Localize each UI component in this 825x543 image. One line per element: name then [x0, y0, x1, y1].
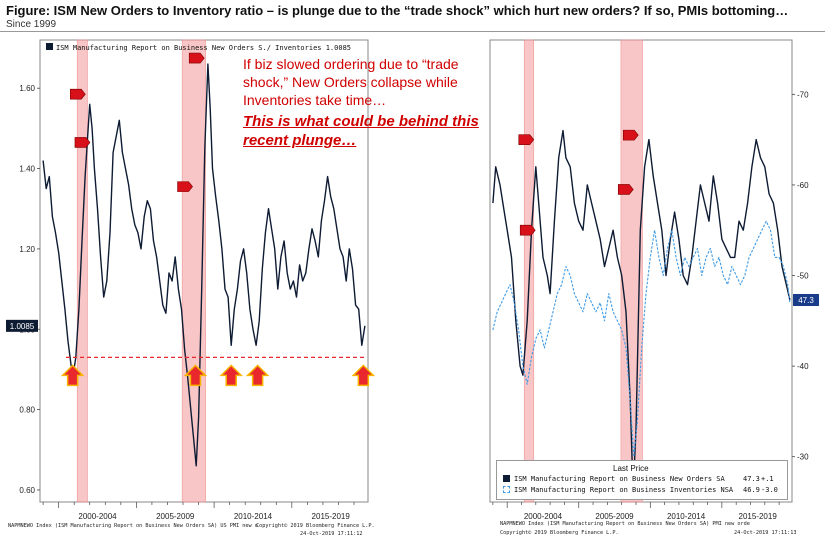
right-legend: Last Price ISM Manufacturing Report on B…: [496, 460, 788, 500]
right-last-value-label: 47.3: [798, 296, 814, 305]
y-tick-label-4: 1.40: [19, 165, 35, 174]
legend-header: Last Price: [613, 464, 649, 473]
legend-label-inventories: ISM Manufacturing Report on Business Inv…: [514, 486, 734, 494]
right-chart: -30 -40 -50 -60 -70 2000-2004 2005-2009 2010-2…: [489, 39, 819, 521]
recession-flag-1: [519, 224, 536, 236]
legend-swatch-new-orders: [503, 475, 510, 482]
x-tick-label-3: 2015-2019: [312, 512, 351, 521]
right-series-group: [492, 129, 791, 494]
trough-arrow-3: [245, 364, 270, 387]
recession-flag-3: [188, 52, 205, 64]
trough-arrow-0: [60, 364, 85, 387]
recession-flag-1: [74, 137, 91, 148]
series-line-1: [492, 220, 791, 458]
y-tick-label-4: -70: [797, 90, 809, 99]
legend-row-new-orders: ISM Manufacturing Report on Business New…: [503, 475, 725, 483]
left-last-value-box: [6, 319, 38, 332]
left-last-value-label: 1.0085: [10, 322, 35, 331]
title-divider: [0, 31, 825, 32]
left-series-group: [42, 63, 366, 467]
trough-arrow-1: [183, 364, 208, 387]
right-recession-flags: [518, 129, 639, 236]
x-tick-label-1: 2005-2009: [156, 512, 195, 521]
annotation-emphasis-text: This is what could be behind this recent…: [243, 113, 479, 149]
x-tick-label-0: 2000-2004: [78, 512, 117, 521]
recession-flag-2: [622, 129, 639, 141]
annotation-callout: If biz slowed ordering due to “trade sho…: [243, 55, 493, 150]
y-tick-label-0: 0.60: [19, 486, 35, 495]
right-x-axis: 2000-2004 2005-2009 2010-2014 2015-2019: [492, 502, 780, 521]
left-recession-flags: [70, 52, 205, 192]
annotation-main-text: If biz slowed ordering due to “trade sho…: [243, 56, 459, 108]
y-tick-label-2: -50: [797, 272, 809, 281]
y-tick-label-1: -40: [797, 362, 809, 371]
legend-value-inventories: 46.9: [743, 486, 760, 494]
legend-label-new-orders: ISM Manufacturing Report on Business New…: [514, 475, 725, 483]
y-tick-label-3: -60: [797, 181, 809, 190]
left-footer-source: NAPMNEWO Index (ISM Manufacturing Report…: [8, 523, 258, 529]
recession-flag-3: [617, 184, 634, 195]
right-last-value: 47.3: [793, 293, 819, 306]
x-tick-label-2: 2010-2014: [234, 512, 273, 521]
right-last-value-box: [793, 293, 819, 306]
y-tick-label-3: 1.20: [19, 245, 35, 254]
right-footer-date: 24-Oct-2019 17:11:13: [734, 530, 797, 536]
left-x-axis: 2000-2004 2005-2009 2010-2014 2015-2019: [42, 502, 355, 521]
figure-subtitle: Since 1999: [6, 19, 57, 30]
legend-row-inventories: ISM Manufacturing Report on Business Inv…: [503, 486, 733, 494]
figure-title: Figure: ISM New Orders to Inventory rati…: [6, 3, 789, 18]
left-last-value: 1.0085: [6, 319, 38, 332]
left-y-axis: 0.600.801.001.201.401.60: [19, 84, 40, 495]
left-footer-copyright: Copyright© 2019 Bloomberg Finance L.P.: [256, 523, 375, 529]
legend-change-new-orders: +.1: [761, 475, 774, 483]
left-trough-arrows: [60, 364, 376, 387]
left-legend-swatch: [46, 43, 53, 50]
right-footer-copyright: Copyright© 2019 Bloomberg Finance L.P.: [500, 530, 619, 536]
right-y-axis: -30 -40 -50 -60 -70: [792, 90, 809, 462]
legend-value-new-orders: 47.3: [743, 475, 760, 483]
trough-arrow-4: [351, 364, 376, 387]
left-chart: 0.600.801.001.201.401.60 2000-20042005-2…: [6, 39, 376, 521]
y-tick-label-1: 0.80: [19, 406, 35, 415]
x-tick-label-2: 2010-2014: [667, 512, 706, 521]
legend-change-inventories: -3.0: [761, 486, 778, 494]
right-footer-source: NAPMNEWO Index (ISM Manufacturing Report…: [500, 521, 750, 527]
left-legend-label: ISM Manufacturing Report on Business New…: [56, 44, 351, 52]
x-tick-label-1: 2005-2009: [595, 512, 634, 521]
left-footer-date: 24-Oct-2019 17:11:12: [300, 531, 363, 537]
recession-flag-0: [70, 88, 86, 100]
recession-flag-2: [177, 181, 193, 192]
y-tick-label-0: -30: [797, 453, 809, 462]
y-tick-label-5: 1.60: [19, 84, 35, 93]
recession-flag-0: [518, 134, 535, 145]
x-tick-label-3: 2015-2019: [739, 512, 778, 521]
legend-swatch-inventories: [503, 486, 510, 493]
x-tick-label-0: 2000-2004: [524, 512, 563, 521]
trough-arrow-2: [219, 364, 244, 387]
recession-band-0: [76, 39, 88, 503]
series-line-0: [42, 63, 366, 467]
